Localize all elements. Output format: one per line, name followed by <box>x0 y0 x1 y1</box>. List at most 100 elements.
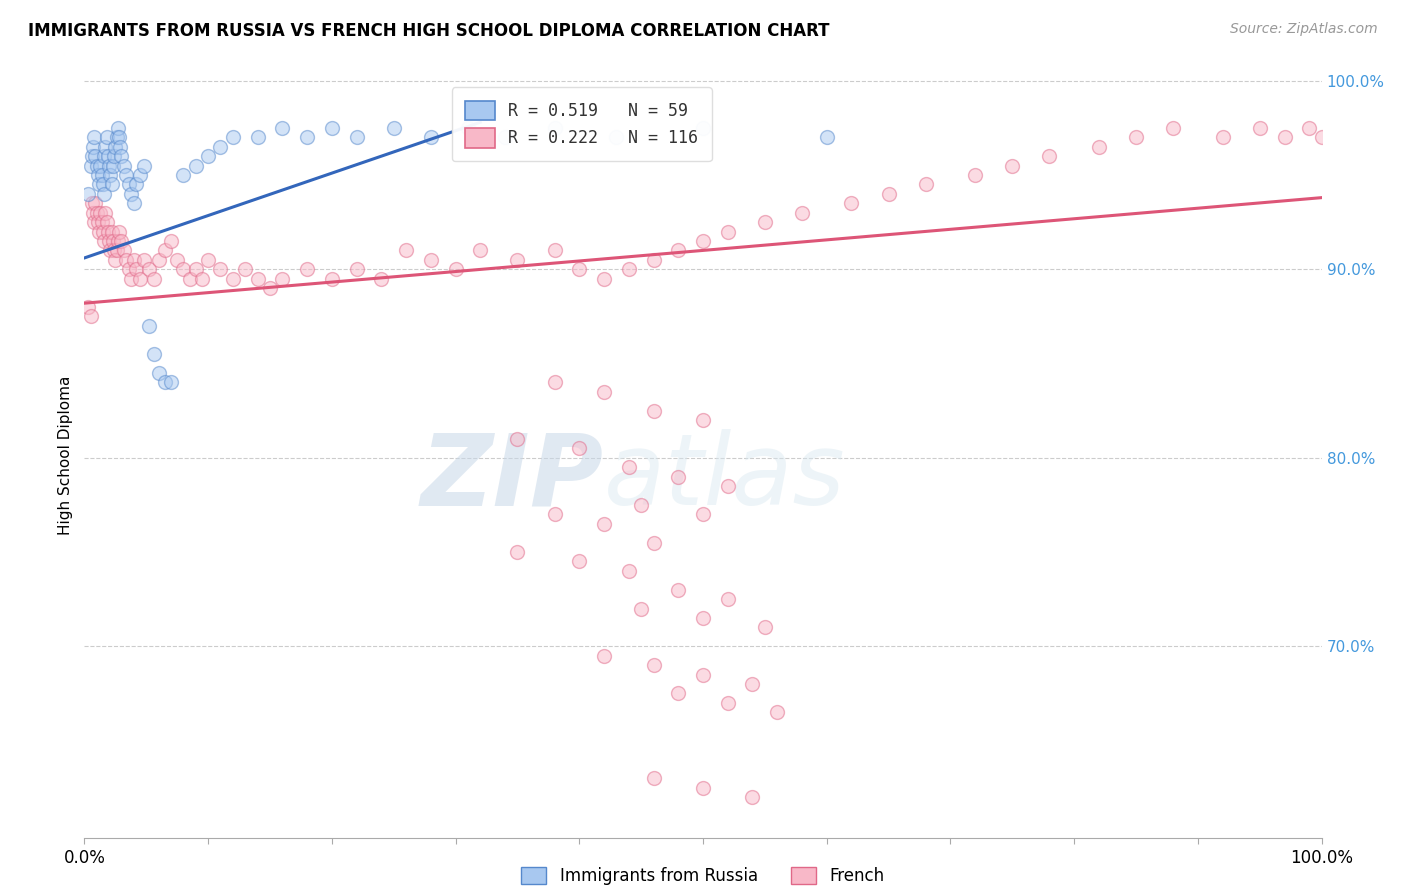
Point <box>1274 130 1296 145</box>
Point <box>666 582 689 597</box>
Point <box>100 178 122 192</box>
Point <box>87 168 110 182</box>
Point <box>543 244 565 258</box>
Point <box>77 186 100 201</box>
Point <box>129 168 152 182</box>
Point <box>346 130 368 145</box>
Point <box>132 159 155 173</box>
Y-axis label: High School Diploma: High School Diploma <box>58 376 73 534</box>
Point <box>1001 159 1024 173</box>
Point <box>766 705 789 719</box>
Point <box>246 271 269 285</box>
Point <box>692 780 714 795</box>
Point <box>419 252 441 267</box>
Point <box>593 648 616 663</box>
Point <box>568 442 591 456</box>
Point <box>98 244 121 258</box>
Point <box>643 535 665 549</box>
Point <box>142 347 165 361</box>
Point <box>741 790 763 805</box>
Point <box>80 196 103 211</box>
Point <box>419 130 441 145</box>
Point <box>118 262 141 277</box>
Point <box>104 252 127 267</box>
Legend: Immigrants from Russia, French: Immigrants from Russia, French <box>515 860 891 891</box>
Point <box>148 252 170 267</box>
Point <box>118 178 141 192</box>
Point <box>107 234 129 248</box>
Point <box>89 159 111 173</box>
Point <box>115 252 138 267</box>
Point <box>643 771 665 785</box>
Point <box>1298 120 1320 135</box>
Point <box>494 130 516 145</box>
Point <box>103 244 125 258</box>
Point <box>246 130 269 145</box>
Point <box>79 310 101 324</box>
Point <box>77 300 100 314</box>
Point <box>197 149 219 163</box>
Point <box>457 120 479 135</box>
Point <box>129 271 152 285</box>
Point <box>98 159 121 173</box>
Point <box>1212 130 1234 145</box>
Point <box>295 262 318 277</box>
Point <box>120 186 142 201</box>
Point <box>717 225 740 239</box>
Point <box>321 120 343 135</box>
Point <box>108 225 131 239</box>
Point <box>259 281 281 295</box>
Text: IMMIGRANTS FROM RUSSIA VS FRENCH HIGH SCHOOL DIPLOMA CORRELATION CHART: IMMIGRANTS FROM RUSSIA VS FRENCH HIGH SC… <box>28 22 830 40</box>
Point <box>172 262 194 277</box>
Point <box>717 479 740 493</box>
Point <box>93 234 115 248</box>
Point <box>110 149 132 163</box>
Point <box>295 130 318 145</box>
Point <box>93 149 115 163</box>
Point <box>233 262 256 277</box>
Point <box>138 318 160 333</box>
Point <box>717 696 740 710</box>
Point <box>692 120 714 135</box>
Point <box>717 592 740 607</box>
Point <box>617 460 640 475</box>
Point <box>191 271 214 285</box>
Point <box>115 168 138 182</box>
Point <box>103 149 125 163</box>
Point <box>630 498 652 512</box>
Point <box>97 149 120 163</box>
Point <box>89 178 111 192</box>
Point <box>97 225 120 239</box>
Point <box>666 686 689 700</box>
Point <box>82 205 104 219</box>
Point <box>93 186 115 201</box>
Point <box>692 667 714 681</box>
Point <box>1038 149 1060 163</box>
Point <box>222 130 245 145</box>
Point <box>122 252 145 267</box>
Point <box>593 271 616 285</box>
Point <box>110 140 132 154</box>
Point <box>172 168 194 182</box>
Point <box>86 205 108 219</box>
Point <box>666 469 689 483</box>
Point <box>692 508 714 522</box>
Point <box>914 178 936 192</box>
Point <box>1088 140 1111 154</box>
Point <box>132 252 155 267</box>
Point <box>79 159 101 173</box>
Point <box>965 168 987 182</box>
Point <box>104 140 127 154</box>
Point <box>110 234 132 248</box>
Point <box>209 140 232 154</box>
Point <box>630 601 652 615</box>
Point <box>841 196 863 211</box>
Point <box>209 262 232 277</box>
Point <box>101 234 124 248</box>
Point <box>83 215 105 229</box>
Point <box>643 658 665 673</box>
Point <box>100 225 122 239</box>
Point <box>1161 120 1184 135</box>
Point <box>346 262 368 277</box>
Point <box>120 271 142 285</box>
